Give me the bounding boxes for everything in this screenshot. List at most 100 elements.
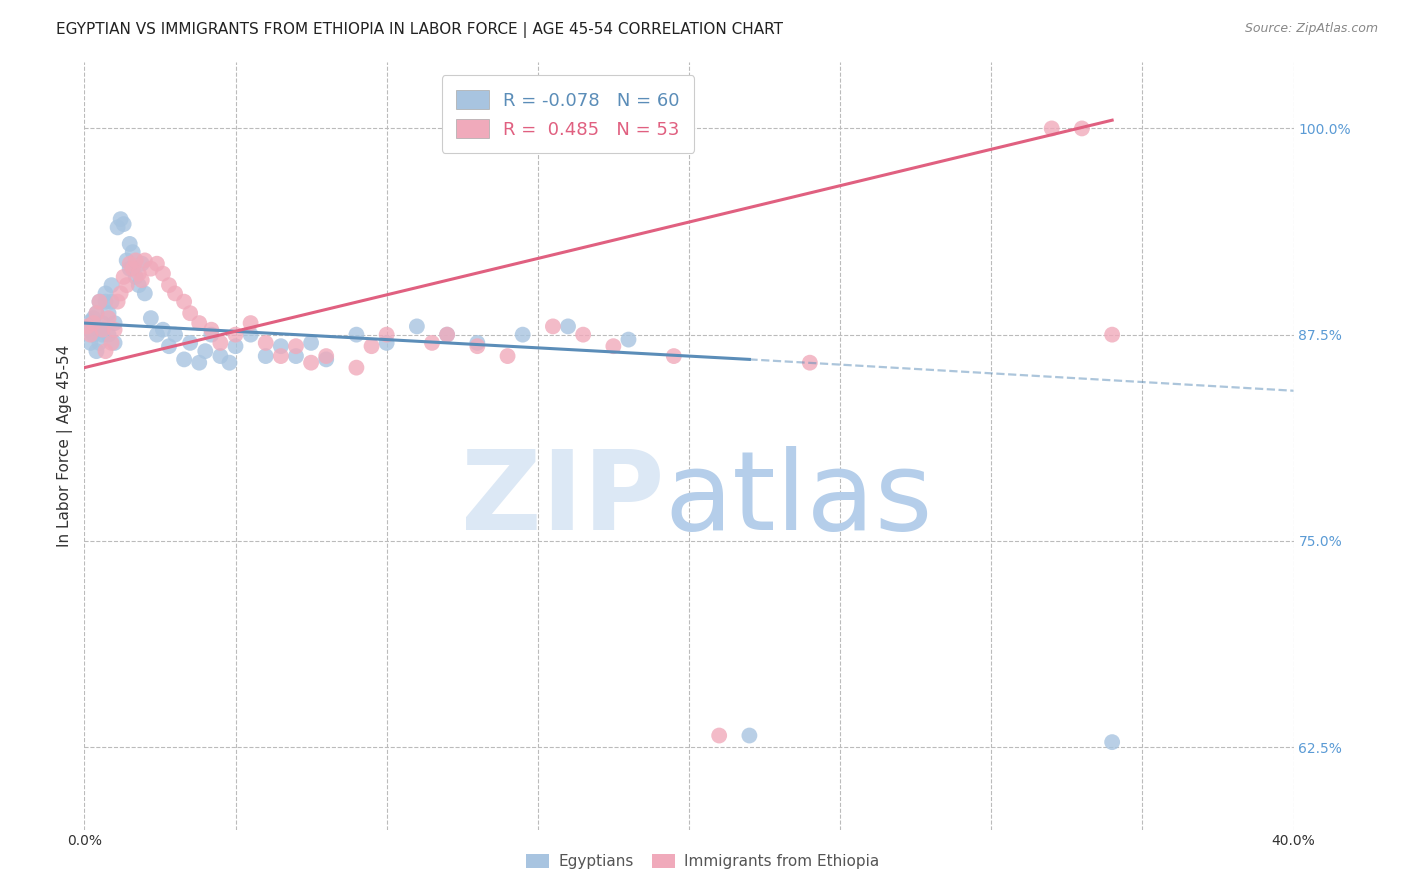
Point: [134, 286, 156, 301]
Point: [91, 323, 114, 337]
Point: [512, 327, 534, 342]
Point: [1101, 735, 1123, 749]
Point: [496, 349, 519, 363]
Point: [173, 294, 195, 309]
Point: [82, 316, 104, 330]
Point: [188, 316, 211, 330]
Point: [662, 349, 685, 363]
Point: [94, 344, 117, 359]
Text: ZIP: ZIP: [461, 446, 665, 553]
Point: [89, 294, 111, 309]
Point: [239, 327, 262, 342]
Point: [179, 335, 201, 350]
Point: [467, 339, 489, 353]
Point: [97, 311, 120, 326]
Point: [1101, 327, 1123, 342]
Point: [194, 344, 217, 359]
Point: [131, 257, 153, 271]
Point: [1040, 121, 1063, 136]
Point: [146, 327, 169, 342]
Point: [188, 356, 211, 370]
Point: [82, 327, 104, 342]
Point: [225, 339, 247, 353]
Point: [146, 257, 169, 271]
Point: [139, 261, 162, 276]
Point: [121, 245, 143, 260]
Point: [179, 306, 201, 320]
Point: [239, 316, 262, 330]
Point: [89, 294, 111, 309]
Point: [79, 314, 101, 328]
Point: [375, 327, 398, 342]
Point: [110, 286, 132, 301]
Point: [79, 327, 101, 342]
Point: [131, 273, 153, 287]
Point: [709, 729, 731, 743]
Point: [285, 349, 308, 363]
Point: [617, 333, 640, 347]
Point: [118, 257, 141, 271]
Point: [315, 352, 337, 367]
Point: [128, 267, 150, 281]
Point: [157, 339, 180, 353]
Point: [225, 327, 247, 342]
Point: [436, 327, 458, 342]
Point: [112, 269, 135, 284]
Point: [420, 335, 443, 350]
Point: [738, 729, 761, 743]
Point: [152, 323, 174, 337]
Point: [165, 327, 187, 342]
Point: [97, 306, 120, 320]
Point: [209, 335, 232, 350]
Point: [157, 278, 180, 293]
Point: [572, 327, 595, 342]
Point: [86, 306, 108, 320]
Point: [209, 349, 232, 363]
Point: [76, 319, 98, 334]
Point: [375, 335, 398, 350]
Point: [799, 356, 821, 370]
Legend: R = -0.078   N = 60, R =  0.485   N = 53: R = -0.078 N = 60, R = 0.485 N = 53: [441, 75, 695, 153]
Legend: Egyptians, Immigrants from Ethiopia: Egyptians, Immigrants from Ethiopia: [520, 848, 886, 875]
Point: [254, 349, 277, 363]
Point: [200, 323, 222, 337]
Point: [285, 339, 308, 353]
Point: [125, 253, 148, 268]
Point: [97, 327, 120, 342]
Point: [139, 311, 162, 326]
Point: [115, 278, 138, 293]
Point: [115, 253, 138, 268]
Point: [82, 311, 104, 326]
Point: [100, 294, 122, 309]
Point: [270, 339, 292, 353]
Point: [128, 278, 150, 293]
Point: [270, 349, 292, 363]
Point: [541, 319, 564, 334]
Point: [104, 316, 127, 330]
Point: [173, 352, 195, 367]
Point: [94, 286, 117, 301]
Point: [104, 323, 127, 337]
Point: [76, 323, 98, 337]
Point: [107, 220, 129, 235]
Point: [134, 253, 156, 268]
Point: [89, 335, 111, 350]
Point: [218, 356, 240, 370]
Point: [94, 294, 117, 309]
Point: [360, 339, 382, 353]
Point: [89, 323, 111, 337]
Point: [346, 327, 368, 342]
Point: [467, 335, 489, 350]
Point: [557, 319, 579, 334]
Point: [254, 335, 277, 350]
Point: [346, 360, 368, 375]
Point: [100, 278, 122, 293]
Text: Source: ZipAtlas.com: Source: ZipAtlas.com: [1244, 22, 1378, 36]
Text: atlas: atlas: [665, 446, 934, 553]
Point: [86, 344, 108, 359]
Text: EGYPTIAN VS IMMIGRANTS FROM ETHIOPIA IN LABOR FORCE | AGE 45-54 CORRELATION CHAR: EGYPTIAN VS IMMIGRANTS FROM ETHIOPIA IN …: [56, 22, 783, 38]
Point: [299, 356, 322, 370]
Point: [315, 349, 337, 363]
Point: [118, 261, 141, 276]
Point: [107, 294, 129, 309]
